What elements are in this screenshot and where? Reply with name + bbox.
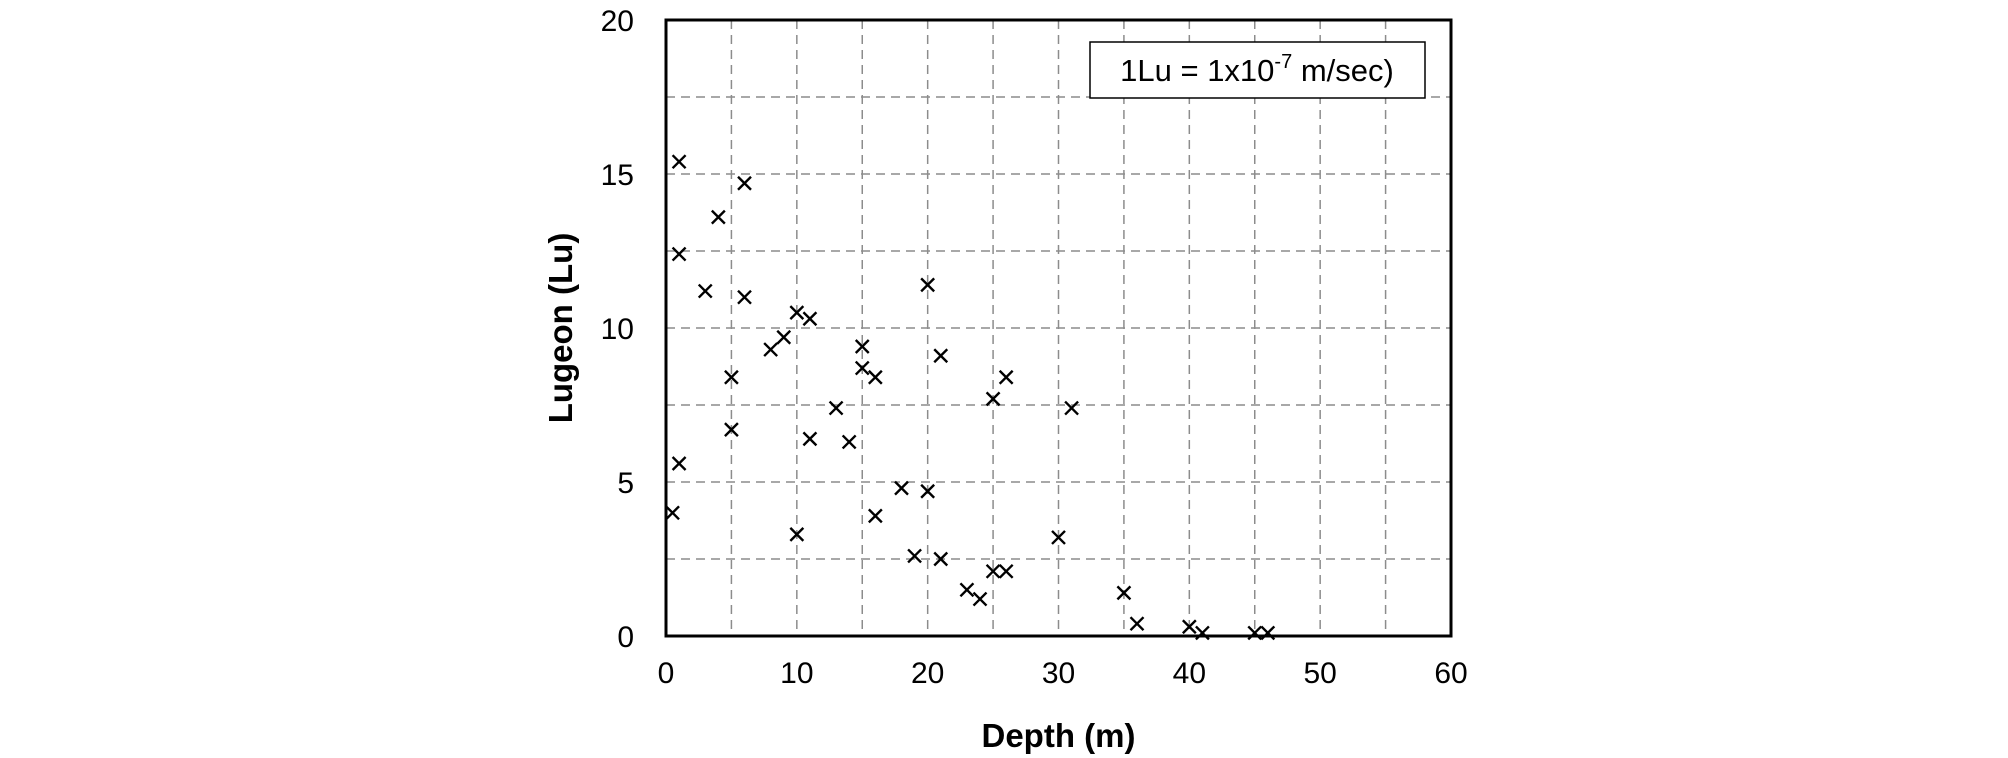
data-point: [920, 277, 936, 293]
data-point: [671, 246, 687, 262]
svg-text:1Lu = 1x10-7 m/sec): 1Lu = 1x10-7 m/sec): [1120, 51, 1394, 88]
data-point: [1051, 530, 1066, 545]
data-point: [985, 563, 1001, 579]
annotation-exponent: -7: [1274, 51, 1292, 73]
annotation-prefix: 1Lu = 1x10: [1120, 53, 1274, 88]
data-point: [665, 505, 680, 521]
data-point: [867, 369, 883, 385]
y-tick-label: 5: [617, 467, 634, 500]
plot-frame: [664, 18, 1453, 638]
data-points: [665, 154, 1276, 641]
data-point: [959, 582, 975, 598]
data-point: [933, 551, 949, 567]
data-point: [1181, 619, 1197, 635]
data-point: [894, 480, 909, 496]
data-point: [763, 342, 779, 357]
data-point: [802, 311, 818, 327]
data-point: [776, 329, 792, 345]
data-point: [724, 369, 739, 385]
data-point: [998, 563, 1014, 579]
annotation-box: [1089, 41, 1426, 99]
data-point: [802, 431, 818, 447]
data-point: [1064, 400, 1079, 416]
x-tick-labels: 0 10 20 30 40 50 60: [658, 657, 1468, 690]
y-tick-label: 20: [601, 5, 634, 38]
y-tick-label: 15: [601, 159, 634, 192]
data-point: [789, 305, 805, 320]
data-point: [828, 400, 844, 416]
grid-lines: [666, 20, 1451, 636]
data-point: [854, 360, 870, 376]
data-point: [867, 508, 883, 524]
unit-annotation: 1Lu = 1x10-7 m/sec): [1089, 41, 1426, 99]
x-tick-label: 10: [780, 657, 813, 690]
x-tick-label: 40: [1173, 657, 1206, 690]
x-tick-label: 50: [1303, 657, 1336, 690]
data-point: [907, 548, 922, 564]
data-point: [854, 339, 870, 354]
x-tick-label: 0: [658, 657, 675, 690]
data-point: [1116, 585, 1132, 601]
data-point: [920, 483, 936, 499]
data-point: [1129, 616, 1145, 632]
x-tick-label: 30: [1042, 657, 1075, 690]
data-point: [789, 527, 805, 542]
data-point: [985, 391, 1001, 407]
x-axis-title: Depth (m): [982, 717, 1136, 754]
data-point: [933, 348, 949, 364]
data-point: [697, 283, 713, 299]
data-point: [724, 422, 739, 437]
data-point: [972, 591, 988, 607]
data-point: [671, 456, 687, 471]
y-tick-labels: 0 5 10 15 20: [601, 5, 634, 654]
y-axis-title: Lugeon (Lu): [542, 233, 579, 424]
data-point: [737, 175, 752, 191]
x-tick-label: 20: [911, 657, 944, 690]
y-tick-label: 0: [617, 621, 634, 654]
data-point: [998, 369, 1014, 385]
y-tick-label: 10: [601, 313, 634, 346]
x-tick-label: 60: [1434, 657, 1467, 690]
data-point: [710, 209, 726, 225]
annotation-suffix: m/sec): [1292, 53, 1394, 88]
data-point: [671, 154, 687, 170]
data-point: [841, 434, 857, 450]
data-point: [737, 289, 752, 305]
